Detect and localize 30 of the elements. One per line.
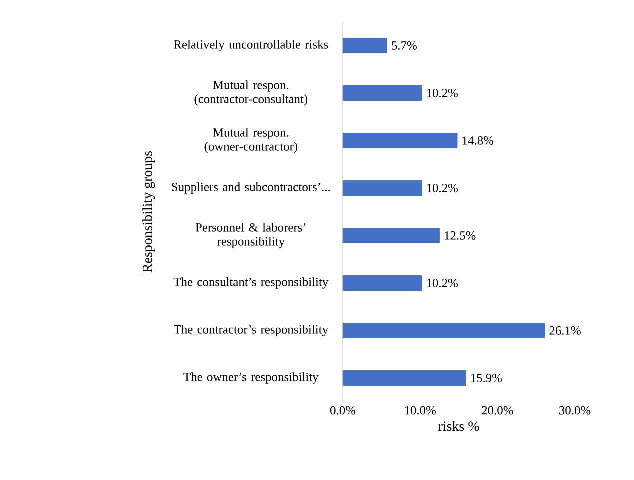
bar [342,276,422,291]
bar [342,370,466,386]
y-tick-label: Personnel & laborers’ responsibility [196,223,306,248]
data-label: 10.2% [427,184,458,192]
y-tick-label: Mutual respon. (contractor-consultant) [194,80,308,106]
data-label: 15.9% [471,374,502,382]
bar [342,86,422,101]
data-label: 10.2% [427,89,458,98]
x-axis-title: risks % [438,421,480,432]
y-axis-title: Responsibility groups [142,151,156,273]
x-tick-label: 20.0% [482,406,514,415]
bar [342,38,388,54]
y-tick-label: Relatively uncontrollable risks [174,40,328,52]
bar [342,228,440,244]
y-tick-label: The consultant’s responsibility [174,278,329,289]
data-label: 5.7% [392,42,417,50]
x-tick-label: 0.0% [330,406,356,415]
y-tick-label: The owner’s responsibility [184,372,319,384]
bar [342,180,422,196]
bar [342,323,546,338]
data-label: 26.1% [550,326,581,335]
x-tick-label: 10.0% [405,406,436,415]
data-label: 10.2% [427,279,458,288]
data-label: 12.5% [445,232,476,240]
y-tick-label: The contractor’s responsibility [174,325,328,336]
bar [342,133,458,148]
y-tick-label: Mutual respon. (owner-contractor) [204,128,298,154]
y-tick-label: Suppliers and subcontractors’... [172,182,330,194]
data-label: 14.8% [462,136,494,145]
x-tick-label: 30.0% [560,406,591,415]
